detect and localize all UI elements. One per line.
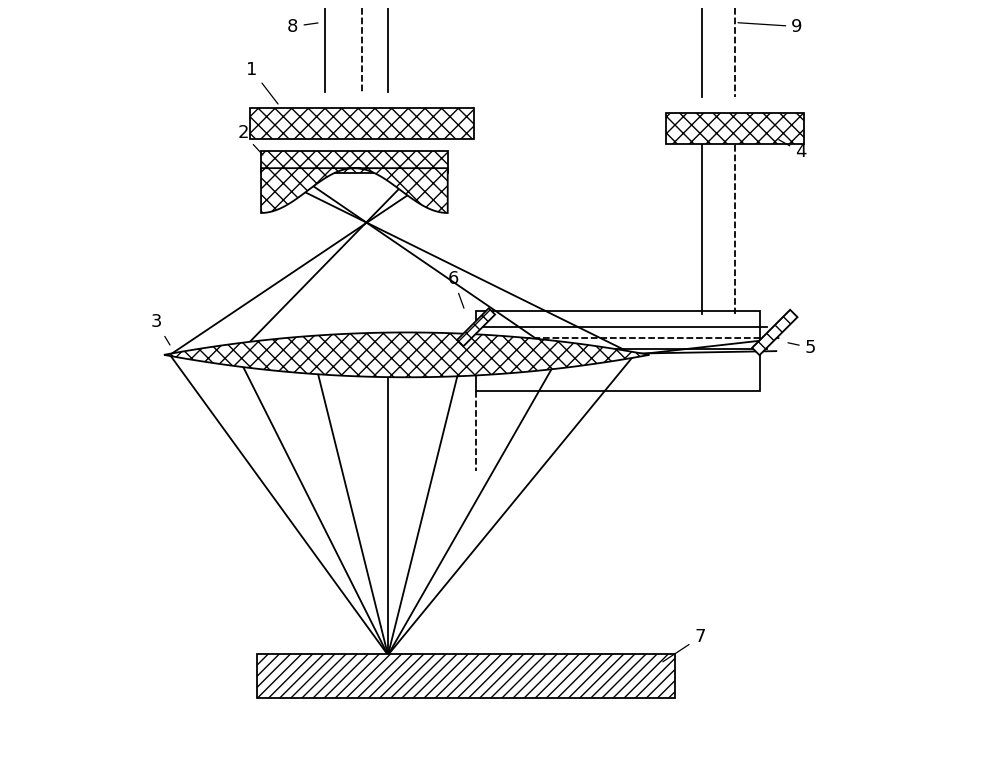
Bar bbox=[261, 151, 448, 174]
Text: 4: 4 bbox=[779, 139, 806, 161]
Text: 3: 3 bbox=[151, 313, 170, 345]
Text: 5: 5 bbox=[788, 338, 816, 357]
Bar bbox=[250, 107, 474, 139]
Text: 1: 1 bbox=[246, 61, 278, 104]
Polygon shape bbox=[457, 308, 495, 346]
Text: 9: 9 bbox=[738, 18, 803, 36]
Polygon shape bbox=[164, 332, 649, 377]
Bar bbox=[476, 311, 760, 392]
Text: 2: 2 bbox=[237, 124, 263, 155]
Bar bbox=[257, 655, 675, 698]
Bar bbox=[666, 113, 804, 144]
Text: 7: 7 bbox=[663, 629, 706, 661]
Polygon shape bbox=[752, 310, 798, 355]
Text: 6: 6 bbox=[448, 270, 464, 308]
Polygon shape bbox=[261, 168, 448, 213]
Text: 8: 8 bbox=[287, 18, 318, 36]
